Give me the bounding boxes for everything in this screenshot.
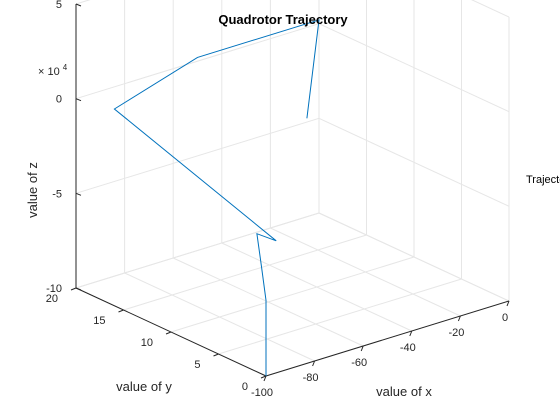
grid-line-sidewall-z bbox=[318, 212, 510, 302]
x-axis-label: value of x bbox=[376, 384, 432, 399]
x-axis-tick bbox=[506, 300, 510, 307]
x-axis-tick bbox=[263, 375, 267, 382]
z-tick-label: 5 bbox=[56, 0, 62, 11]
grid-line-backwall-z bbox=[75, 23, 320, 100]
z-axis-tick bbox=[75, 192, 82, 196]
legend-entry-trajectory: Trajectory bbox=[526, 174, 560, 186]
grid-line-sidewall-z bbox=[318, 117, 510, 207]
x-tick-label: -40 bbox=[400, 342, 416, 354]
y-tick-label: 10 bbox=[141, 337, 153, 349]
grid-line-floor-y bbox=[170, 256, 415, 333]
y-axis-tick bbox=[165, 331, 172, 335]
y-axis-tick bbox=[70, 287, 77, 291]
x-tick-label: -80 bbox=[303, 372, 319, 384]
tick-label-layer: -100 -80 -60 -40 -20 0 0 5 10 15 20-10 -5 0 5 bbox=[46, 0, 508, 399]
chart-title: Quadrotor Trajectory bbox=[218, 12, 348, 27]
grid-line-floor-y bbox=[123, 234, 367, 311]
y-tick-label: 0 bbox=[242, 381, 248, 393]
y-axis-label: value of y bbox=[116, 379, 172, 394]
y-tick-label: 5 bbox=[194, 359, 200, 371]
x-tick-label: -20 bbox=[448, 327, 464, 339]
x-tick-label: -100 bbox=[251, 387, 273, 399]
z-axis-multiplier-exponent: 4 bbox=[63, 63, 68, 72]
z-axis-multiplier-base: × 10 bbox=[38, 66, 60, 78]
z-tick-label: -10 bbox=[46, 283, 62, 295]
y-axis-tick bbox=[118, 309, 124, 313]
x-tick-label: -60 bbox=[351, 357, 367, 369]
y-axis-tick bbox=[260, 375, 267, 379]
z-axis-tick bbox=[75, 3, 82, 7]
x-axis-line bbox=[265, 300, 510, 377]
z-axis-multiplier: × 10 4 bbox=[38, 63, 68, 78]
grid-line-sidewall-z bbox=[318, 23, 510, 113]
x-axis-tick bbox=[409, 330, 413, 337]
grid-line-floor-y bbox=[218, 278, 462, 355]
grid-line-backwall-z bbox=[75, 212, 320, 289]
z-tick-label: -5 bbox=[52, 188, 62, 200]
series-layer bbox=[113, 19, 320, 376]
z-tick-label: 0 bbox=[56, 94, 62, 106]
y-axis-tick bbox=[213, 353, 219, 357]
z-axis-label: value of z bbox=[25, 162, 40, 218]
x-tick-label: 0 bbox=[502, 312, 508, 324]
z-axis-tick bbox=[75, 287, 82, 291]
series-line-trajectory bbox=[113, 19, 320, 376]
y-tick-label: 20 bbox=[46, 293, 58, 305]
axis-layer bbox=[70, 3, 510, 382]
grid-line-sidewall-z bbox=[471, 0, 510, 18]
x-axis-tick bbox=[360, 345, 364, 352]
x-axis-tick bbox=[457, 315, 461, 322]
z-axis-tick bbox=[75, 98, 82, 102]
x-axis-tick bbox=[312, 360, 316, 367]
grid-line-backwall-z bbox=[75, 117, 320, 194]
y-tick-label: 15 bbox=[93, 315, 105, 327]
